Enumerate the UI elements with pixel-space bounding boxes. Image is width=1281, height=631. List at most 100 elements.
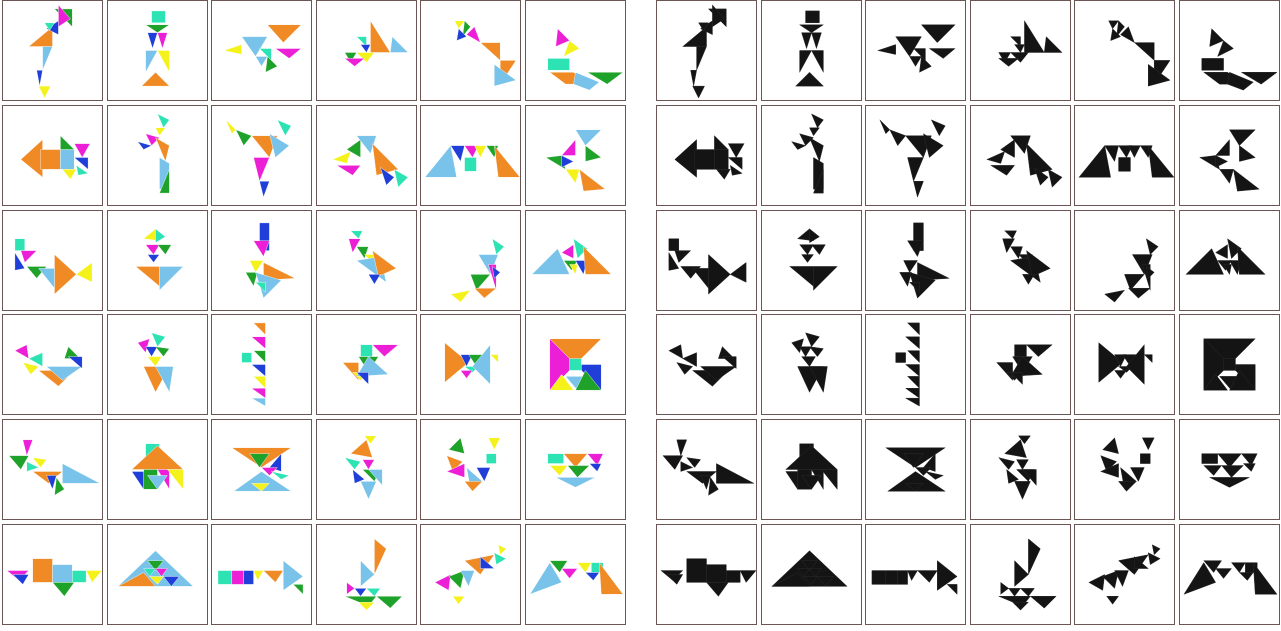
tangram-piece-black xyxy=(1238,572,1254,581)
tangram-piece-light-blue xyxy=(251,398,266,407)
silhouette-card-kite-vase xyxy=(760,209,862,311)
tangram-piece-black xyxy=(784,471,798,491)
tangram-piece-magenta xyxy=(144,244,160,255)
tangram-piece-black xyxy=(1104,289,1126,303)
tangram-piece-green xyxy=(156,244,172,255)
tangram-piece-teal xyxy=(355,36,367,48)
tangram-piece-black xyxy=(668,344,684,360)
color-card-flower-pot xyxy=(106,314,208,416)
tangram-piece-black xyxy=(699,366,737,382)
tangram-piece-yellow xyxy=(490,354,499,364)
tangram-piece-yellow xyxy=(563,40,580,57)
tangram-figure-sailboat xyxy=(343,20,409,67)
color-card-saw-tower xyxy=(211,314,313,416)
silhouette-card-fish xyxy=(865,0,967,101)
tangram-piece-black xyxy=(1120,26,1136,44)
tangram-piece-blue xyxy=(456,28,468,41)
silhouette-card-arrowhead-left xyxy=(1178,104,1280,206)
tangram-piece-blue xyxy=(243,570,254,585)
tangram-piece-orange xyxy=(253,323,266,336)
tangram-piece-teal xyxy=(492,237,505,255)
tangram-piece-black xyxy=(1100,463,1120,478)
tangram-piece-black xyxy=(1025,249,1051,277)
tangram-piece-yellow xyxy=(148,576,164,585)
silhouette-card-pelican xyxy=(969,419,1071,521)
tangram-piece-yellow xyxy=(166,469,184,491)
tangram-piece-black xyxy=(812,169,824,194)
color-card-crocodile xyxy=(2,419,103,521)
tangram-piece-black xyxy=(798,133,814,146)
tangram-piece-black xyxy=(1227,71,1254,91)
tangram-piece-orange xyxy=(480,42,501,61)
tangram-piece-black xyxy=(800,356,816,368)
tangram-piece-black xyxy=(871,570,887,585)
tangram-piece-magenta xyxy=(261,467,279,476)
tangram-piece-blue xyxy=(162,576,180,587)
tangram-piece-black xyxy=(790,140,806,150)
tangram-silhouette-arrowhead-left xyxy=(1199,129,1260,192)
tangram-piece-black xyxy=(1009,52,1029,63)
tangram-piece-black xyxy=(682,352,697,368)
tangram-silhouette-seal xyxy=(1108,20,1171,87)
tangram-piece-black xyxy=(1142,437,1155,451)
tangram-piece-black xyxy=(1013,44,1025,53)
tangram-piece-black xyxy=(1009,36,1021,48)
tangram-piece-black xyxy=(668,251,680,271)
tangram-piece-black xyxy=(1215,243,1228,259)
tangram-piece-black xyxy=(1118,481,1138,492)
color-card-camel xyxy=(315,209,417,311)
tangram-piece-black xyxy=(1239,144,1256,162)
tangram-piece-black xyxy=(915,467,933,476)
tangram-piece-light-blue xyxy=(46,366,83,381)
tangram-piece-black xyxy=(1009,372,1023,386)
color-card-sitting-person xyxy=(420,209,522,311)
tangram-piece-light-blue xyxy=(529,562,562,595)
silhouette-card-triangle-hat xyxy=(760,523,862,625)
tangram-figure-swan-head xyxy=(332,135,409,188)
tangram-piece-black xyxy=(674,138,697,178)
tangram-piece-yellow xyxy=(454,20,466,30)
tangram-silhouette-pelican xyxy=(997,435,1037,500)
tangram-silhouette-ship xyxy=(660,558,756,597)
tangram-piece-black xyxy=(1217,40,1234,57)
tangram-piece-black xyxy=(887,471,947,492)
tangram-piece-black xyxy=(925,471,945,480)
tangram-piece-yellow xyxy=(225,119,237,134)
tangram-silhouette-swan-head xyxy=(985,135,1063,188)
color-card-heron xyxy=(2,0,103,101)
tangram-piece-blue xyxy=(359,44,371,53)
tangram-piece-black xyxy=(727,157,743,170)
tangram-piece-yellow xyxy=(355,52,375,63)
tangram-piece-black xyxy=(708,253,731,295)
tangram-piece-light-blue xyxy=(356,356,389,377)
tangram-piece-green xyxy=(462,20,472,38)
silhouette-card-seal xyxy=(1074,0,1176,101)
tangram-piece-black xyxy=(1027,538,1041,575)
tangram-piece-teal xyxy=(271,471,290,480)
tangram-piece-blue xyxy=(146,32,158,50)
tangram-piece-teal xyxy=(44,22,55,32)
tangram-piece-blue xyxy=(144,346,158,358)
tangram-piece-black xyxy=(798,24,824,33)
tangram-piece-black xyxy=(726,570,741,583)
tangram-piece-black xyxy=(721,356,737,370)
tangram-piece-black xyxy=(946,584,958,595)
tangram-piece-black xyxy=(692,85,705,99)
tangram-piece-black xyxy=(714,149,729,170)
tangram-piece-green xyxy=(448,437,466,455)
tangram-silhouette-dancer xyxy=(879,119,946,198)
tangram-piece-black xyxy=(715,168,731,180)
tangram-piece-black xyxy=(1003,439,1027,459)
tangram-piece-yellow xyxy=(569,263,578,275)
tangram-piece-black xyxy=(1106,596,1120,605)
tangram-piece-black xyxy=(690,70,697,87)
silhouette-card-hut xyxy=(969,314,1071,416)
tangram-piece-black xyxy=(1124,273,1146,291)
silhouette-card-house xyxy=(760,419,862,521)
tangram-piece-black xyxy=(1098,342,1124,384)
tangram-silhouette-bird xyxy=(668,344,737,388)
tangram-piece-black xyxy=(905,364,920,378)
tangram-piece-blue xyxy=(73,157,89,170)
tangram-piece-teal xyxy=(28,352,43,368)
tangram-piece-black xyxy=(808,127,820,136)
